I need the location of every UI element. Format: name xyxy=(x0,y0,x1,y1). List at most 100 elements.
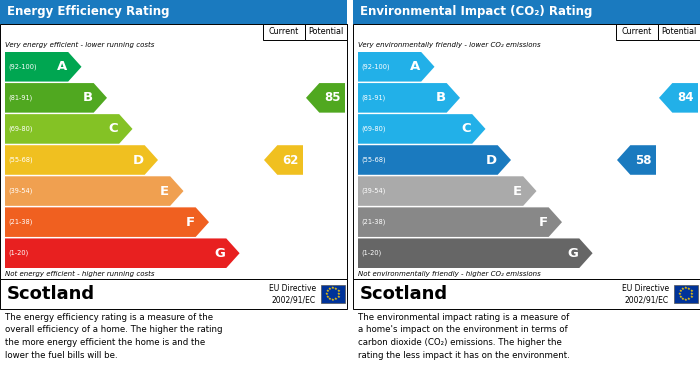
Polygon shape xyxy=(5,239,239,268)
Polygon shape xyxy=(5,176,183,206)
Bar xyxy=(305,24,347,40)
Text: 58: 58 xyxy=(635,154,652,167)
Polygon shape xyxy=(5,114,132,144)
Bar xyxy=(0,24,347,279)
Text: (81-91): (81-91) xyxy=(361,95,385,101)
Polygon shape xyxy=(358,239,593,268)
Text: Current: Current xyxy=(622,27,652,36)
Text: D: D xyxy=(132,154,144,167)
Text: F: F xyxy=(186,216,195,229)
Bar xyxy=(353,24,700,279)
Text: ★: ★ xyxy=(681,287,685,291)
Text: EU Directive
2002/91/EC: EU Directive 2002/91/EC xyxy=(269,283,316,305)
Text: (39-54): (39-54) xyxy=(361,188,386,194)
Text: C: C xyxy=(108,122,118,135)
Text: C: C xyxy=(461,122,471,135)
Bar xyxy=(0,0,347,24)
Text: Current: Current xyxy=(269,27,299,36)
Text: ★: ★ xyxy=(337,292,341,296)
Bar xyxy=(263,24,305,40)
Text: ★: ★ xyxy=(336,295,340,299)
Text: ★: ★ xyxy=(328,297,332,301)
Text: (21-38): (21-38) xyxy=(361,219,386,225)
Text: Energy Efficiency Rating: Energy Efficiency Rating xyxy=(7,5,169,18)
Polygon shape xyxy=(264,145,303,175)
Text: Not environmentally friendly - higher CO₂ emissions: Not environmentally friendly - higher CO… xyxy=(358,271,540,277)
Text: (1-20): (1-20) xyxy=(8,250,28,256)
Text: 84: 84 xyxy=(677,91,694,104)
Text: B: B xyxy=(435,91,446,104)
Bar xyxy=(353,0,700,24)
Text: The energy efficiency rating is a measure of the
overall efficiency of a home. T: The energy efficiency rating is a measur… xyxy=(5,313,223,359)
Text: ★: ★ xyxy=(690,289,693,293)
Bar xyxy=(353,279,700,309)
Text: ★: ★ xyxy=(326,295,330,299)
Polygon shape xyxy=(617,145,656,175)
Polygon shape xyxy=(358,52,435,82)
Text: A: A xyxy=(410,60,420,73)
Polygon shape xyxy=(358,114,486,144)
Text: A: A xyxy=(57,60,67,73)
Polygon shape xyxy=(358,83,460,113)
Text: ★: ★ xyxy=(325,292,329,296)
Text: ★: ★ xyxy=(328,287,332,291)
Text: ★: ★ xyxy=(690,292,694,296)
Text: Not energy efficient - higher running costs: Not energy efficient - higher running co… xyxy=(5,271,155,277)
Text: ★: ★ xyxy=(679,289,682,293)
Polygon shape xyxy=(5,145,158,175)
Text: Potential: Potential xyxy=(662,27,696,36)
Polygon shape xyxy=(5,207,209,237)
Text: Environmental Impact (CO₂) Rating: Environmental Impact (CO₂) Rating xyxy=(360,5,592,18)
Polygon shape xyxy=(5,83,107,113)
Text: The environmental impact rating is a measure of
a home's impact on the environme: The environmental impact rating is a mea… xyxy=(358,313,570,359)
Bar xyxy=(616,24,658,40)
Text: B: B xyxy=(83,91,92,104)
Text: (69-80): (69-80) xyxy=(8,126,32,132)
Text: F: F xyxy=(538,216,547,229)
Text: (1-20): (1-20) xyxy=(361,250,382,256)
Polygon shape xyxy=(659,83,698,113)
Bar xyxy=(321,285,345,303)
Text: ★: ★ xyxy=(690,295,693,299)
Text: ★: ★ xyxy=(326,289,330,293)
Text: 62: 62 xyxy=(282,154,298,167)
Text: Scotland: Scotland xyxy=(360,285,448,303)
Text: ★: ★ xyxy=(334,287,338,291)
Text: E: E xyxy=(513,185,522,197)
Text: (55-68): (55-68) xyxy=(8,157,33,163)
Bar xyxy=(0,279,347,309)
Text: G: G xyxy=(568,247,578,260)
Text: ★: ★ xyxy=(331,286,335,290)
Polygon shape xyxy=(5,52,81,82)
Polygon shape xyxy=(358,176,536,206)
Text: G: G xyxy=(214,247,225,260)
Bar xyxy=(674,285,698,303)
Text: ★: ★ xyxy=(687,297,691,301)
Text: ★: ★ xyxy=(678,292,682,296)
Text: Scotland: Scotland xyxy=(7,285,95,303)
Polygon shape xyxy=(358,207,562,237)
Polygon shape xyxy=(306,83,345,113)
Text: (69-80): (69-80) xyxy=(361,126,386,132)
Text: (81-91): (81-91) xyxy=(8,95,32,101)
Text: (92-100): (92-100) xyxy=(361,63,390,70)
Text: ★: ★ xyxy=(684,298,688,302)
Text: ★: ★ xyxy=(681,297,685,301)
Text: (92-100): (92-100) xyxy=(8,63,36,70)
Text: ★: ★ xyxy=(679,295,682,299)
Text: ★: ★ xyxy=(687,287,691,291)
Text: Very energy efficient - lower running costs: Very energy efficient - lower running co… xyxy=(5,42,155,48)
Text: D: D xyxy=(486,154,497,167)
Text: (21-38): (21-38) xyxy=(8,219,32,225)
Text: (39-54): (39-54) xyxy=(8,188,32,194)
Polygon shape xyxy=(358,145,511,175)
Text: EU Directive
2002/91/EC: EU Directive 2002/91/EC xyxy=(622,283,669,305)
Text: ★: ★ xyxy=(684,286,688,290)
Bar xyxy=(658,24,700,40)
Text: ★: ★ xyxy=(334,297,338,301)
Text: Potential: Potential xyxy=(309,27,344,36)
Text: Very environmentally friendly - lower CO₂ emissions: Very environmentally friendly - lower CO… xyxy=(358,42,540,48)
Text: ★: ★ xyxy=(331,298,335,302)
Text: (55-68): (55-68) xyxy=(361,157,386,163)
Text: E: E xyxy=(160,185,169,197)
